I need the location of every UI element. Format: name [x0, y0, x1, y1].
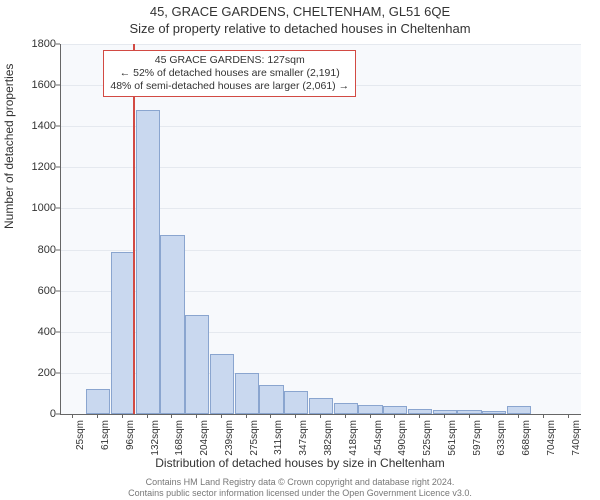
chart-title-sub: Size of property relative to detached ho… — [0, 21, 600, 36]
y-tick-label: 1400 — [16, 120, 56, 132]
histogram-bar — [433, 410, 457, 414]
y-tick-label: 400 — [16, 326, 56, 338]
y-tick-label: 1600 — [16, 79, 56, 91]
y-tick-mark — [56, 249, 60, 250]
footer-line-2: Contains public sector information licen… — [0, 488, 600, 498]
histogram-bar — [185, 315, 209, 414]
x-tick-mark — [221, 414, 222, 418]
x-tick-mark — [518, 414, 519, 418]
y-tick-label: 1800 — [16, 38, 56, 50]
x-tick-label: 204sqm — [199, 420, 210, 460]
histogram-bar — [383, 406, 407, 414]
y-tick-mark — [56, 44, 60, 45]
x-tick-label: 490sqm — [397, 420, 408, 460]
y-tick-label: 1200 — [16, 161, 56, 173]
y-tick-mark — [56, 372, 60, 373]
y-tick-mark — [56, 331, 60, 332]
histogram-bar — [358, 405, 382, 414]
x-tick-label: 668sqm — [521, 420, 532, 460]
x-tick-mark — [270, 414, 271, 418]
x-tick-label: 561sqm — [447, 420, 458, 460]
y-tick-label: 200 — [16, 367, 56, 379]
y-axis-label: Number of detached properties — [2, 64, 16, 229]
x-tick-label: 96sqm — [125, 420, 136, 460]
x-tick-mark — [320, 414, 321, 418]
chart-container: 45, GRACE GARDENS, CHELTENHAM, GL51 6QE … — [0, 0, 600, 500]
x-tick-label: 311sqm — [273, 420, 284, 460]
x-tick-label: 704sqm — [546, 420, 557, 460]
histogram-bar — [160, 235, 184, 414]
footer-line-1: Contains HM Land Registry data © Crown c… — [0, 477, 600, 487]
property-marker-line — [133, 44, 135, 414]
x-tick-label: 61sqm — [100, 420, 111, 460]
histogram-bar — [86, 389, 110, 414]
x-tick-label: 132sqm — [150, 420, 161, 460]
x-tick-mark — [246, 414, 247, 418]
x-tick-label: 347sqm — [298, 420, 309, 460]
x-tick-label: 633sqm — [496, 420, 507, 460]
gridline — [61, 44, 581, 45]
annotation-box: 45 GRACE GARDENS: 127sqm ← 52% of detach… — [103, 50, 356, 97]
y-tick-mark — [56, 414, 60, 415]
annotation-line-1: 45 GRACE GARDENS: 127sqm — [110, 54, 349, 67]
plot-area: 45 GRACE GARDENS: 127sqm ← 52% of detach… — [60, 44, 581, 415]
histogram-bar — [507, 406, 531, 414]
histogram-bar — [309, 398, 333, 414]
x-tick-mark — [196, 414, 197, 418]
x-tick-label: 454sqm — [373, 420, 384, 460]
y-tick-mark — [56, 167, 60, 168]
x-tick-label: 275sqm — [249, 420, 260, 460]
x-tick-label: 382sqm — [323, 420, 334, 460]
x-tick-mark — [493, 414, 494, 418]
histogram-bar — [235, 373, 259, 414]
y-tick-label: 800 — [16, 244, 56, 256]
x-tick-mark — [543, 414, 544, 418]
annotation-line-3: 48% of semi-detached houses are larger (… — [110, 80, 349, 93]
x-tick-mark — [419, 414, 420, 418]
x-tick-mark — [72, 414, 73, 418]
y-tick-mark — [56, 208, 60, 209]
histogram-bar — [259, 385, 283, 414]
x-tick-mark — [122, 414, 123, 418]
histogram-bar — [210, 354, 234, 414]
histogram-bar — [136, 110, 160, 414]
x-tick-mark — [295, 414, 296, 418]
x-tick-mark — [394, 414, 395, 418]
y-tick-label: 1000 — [16, 202, 56, 214]
histogram-bar — [284, 391, 308, 414]
x-tick-mark — [97, 414, 98, 418]
histogram-bar — [111, 252, 135, 414]
x-tick-label: 239sqm — [224, 420, 235, 460]
x-tick-label: 25sqm — [75, 420, 86, 460]
x-tick-mark — [469, 414, 470, 418]
x-tick-label: 597sqm — [472, 420, 483, 460]
chart-title-main: 45, GRACE GARDENS, CHELTENHAM, GL51 6QE — [0, 4, 600, 19]
x-tick-mark — [370, 414, 371, 418]
x-tick-mark — [444, 414, 445, 418]
x-tick-mark — [568, 414, 569, 418]
y-tick-mark — [56, 290, 60, 291]
x-tick-mark — [171, 414, 172, 418]
x-tick-label: 525sqm — [422, 420, 433, 460]
y-tick-label: 600 — [16, 285, 56, 297]
x-tick-mark — [147, 414, 148, 418]
y-tick-label: 0 — [16, 408, 56, 420]
y-tick-mark — [56, 126, 60, 127]
histogram-bar — [334, 403, 358, 414]
y-tick-mark — [56, 85, 60, 86]
x-tick-label: 740sqm — [571, 420, 582, 460]
annotation-line-2: ← 52% of detached houses are smaller (2,… — [110, 67, 349, 80]
histogram-bar — [457, 410, 481, 414]
x-tick-label: 168sqm — [174, 420, 185, 460]
x-tick-mark — [345, 414, 346, 418]
x-tick-label: 418sqm — [348, 420, 359, 460]
footer-attribution: Contains HM Land Registry data © Crown c… — [0, 477, 600, 498]
